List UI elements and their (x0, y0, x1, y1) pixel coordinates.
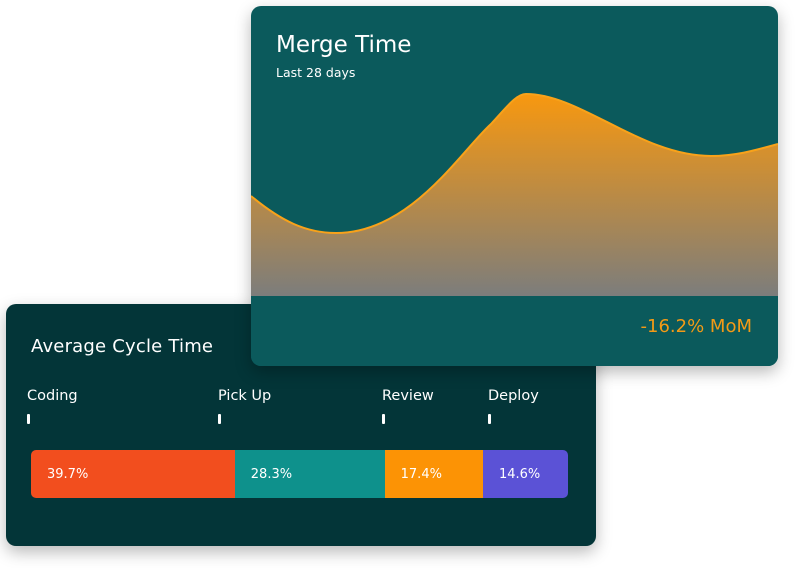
mom-change: -16.2% MoM (640, 316, 752, 337)
stage-tick-deploy (488, 414, 491, 424)
segment-coding-percent: 39.7% (47, 466, 89, 482)
merge-time-area (251, 94, 778, 296)
stage-tick-pick-up (218, 414, 221, 424)
cycle-time-title: Average Cycle Time (31, 336, 214, 357)
merge-time-footer: -16.2% MoM (251, 296, 778, 366)
segment-deploy: 14.6% (482, 450, 568, 498)
stage-tick-review (382, 414, 385, 424)
merge-time-title: Merge Time (276, 32, 412, 58)
stage-label-pick-up: Pick Up (218, 388, 272, 404)
merge-time-subtitle: Last 28 days (276, 65, 356, 80)
merge-time-area-chart (251, 92, 778, 296)
segment-pick-up: 28.3% (234, 450, 385, 498)
stage-label-review: Review (382, 388, 434, 404)
segment-review: 17.4% (384, 450, 483, 498)
merge-time-line (251, 92, 778, 235)
segment-pick-up-percent: 28.3% (250, 466, 293, 482)
stage-label-deploy: Deploy (488, 388, 539, 404)
stage-label-coding: Coding (27, 388, 78, 404)
segment-deploy-percent: 14.6% (498, 466, 541, 482)
merge-time-card: Merge Time Last 28 days -16.2% MoM (251, 6, 778, 366)
cycle-time-bar: 39.7% 28.3% 17.4% 14.6% (31, 450, 568, 498)
segment-review-percent: 17.4% (400, 466, 442, 482)
segment-coding: 39.7% (31, 450, 235, 498)
stage-tick-coding (27, 414, 30, 424)
